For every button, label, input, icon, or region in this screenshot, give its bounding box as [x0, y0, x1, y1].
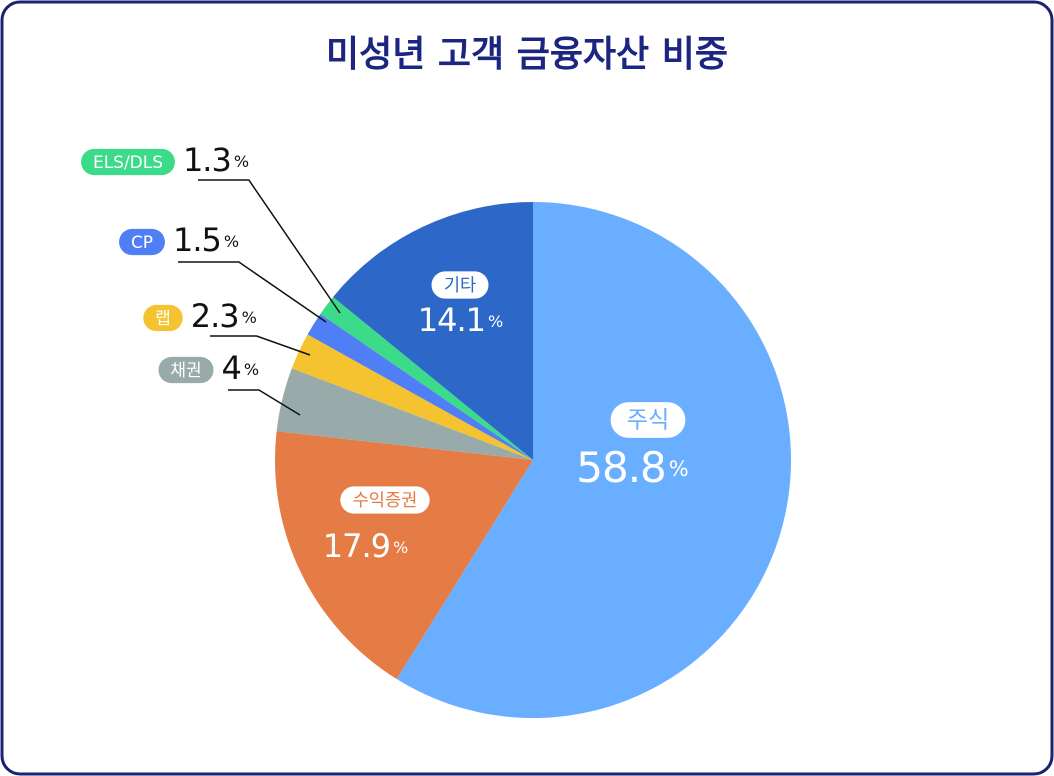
slice-label: ELS/DLS	[93, 153, 163, 173]
value-label: 17.9%	[323, 527, 408, 565]
leader-line	[210, 335, 311, 356]
slice-label: 수익증권	[353, 491, 418, 511]
slice-label-bg	[143, 304, 183, 332]
pie-slice	[333, 202, 533, 460]
slice-label-group: CP	[119, 228, 165, 256]
leader-line	[198, 179, 341, 314]
value-unit: %	[242, 308, 257, 327]
value-unit: %	[244, 360, 259, 379]
pie-slice	[307, 313, 533, 460]
value-label: 1.3%	[183, 141, 249, 179]
value-unit: %	[234, 152, 249, 171]
slice-label-bg	[431, 271, 489, 299]
value-label: 1.5%	[173, 221, 239, 259]
value-number: 14.1	[418, 301, 485, 339]
value-number: 58.8	[576, 443, 666, 492]
slice-label: 랩	[155, 309, 171, 329]
value-unit: %	[393, 538, 408, 557]
pie-slice	[276, 368, 533, 460]
slice-label-bg	[158, 356, 214, 384]
value-number: 1.3	[183, 141, 231, 179]
slice-label-group: 주식	[610, 402, 686, 438]
value-number: 2.3	[191, 297, 239, 335]
slice-label-group: 기타	[431, 271, 489, 299]
value-number: 1.5	[173, 221, 221, 259]
slice-label-group: ELS/DLS	[81, 148, 175, 176]
leader-line	[178, 261, 327, 323]
value-number: 4	[222, 349, 241, 387]
slice-label-group: 수익증권	[340, 486, 430, 514]
value-label: 14.1%	[418, 301, 503, 339]
slice-label: 기타	[444, 276, 476, 296]
leader-line	[228, 389, 301, 416]
value-label: 58.8%	[576, 443, 688, 492]
slice-label-group: 채권	[158, 356, 214, 384]
value-unit: %	[224, 232, 239, 251]
pie-slice	[396, 202, 791, 718]
pie-slice	[320, 296, 533, 460]
value-label: 2.3%	[191, 297, 257, 335]
slice-label-group: 랩	[143, 304, 183, 332]
slice-label: 채권	[170, 361, 201, 381]
value-unit: %	[488, 312, 503, 331]
pie-slice	[275, 431, 533, 680]
slice-label: 주식	[627, 408, 670, 434]
slice-label-bg	[610, 402, 686, 438]
chart-title: 미성년 고객 금융자산 비중	[326, 34, 728, 75]
slice-label-bg	[119, 228, 165, 256]
slice-label: CP	[131, 233, 153, 253]
value-unit: %	[669, 457, 688, 481]
value-label: 4%	[222, 349, 259, 387]
slice-label-bg	[81, 148, 175, 176]
pie-slice	[291, 334, 533, 460]
slice-label-bg	[340, 486, 430, 514]
value-number: 17.9	[323, 527, 390, 565]
